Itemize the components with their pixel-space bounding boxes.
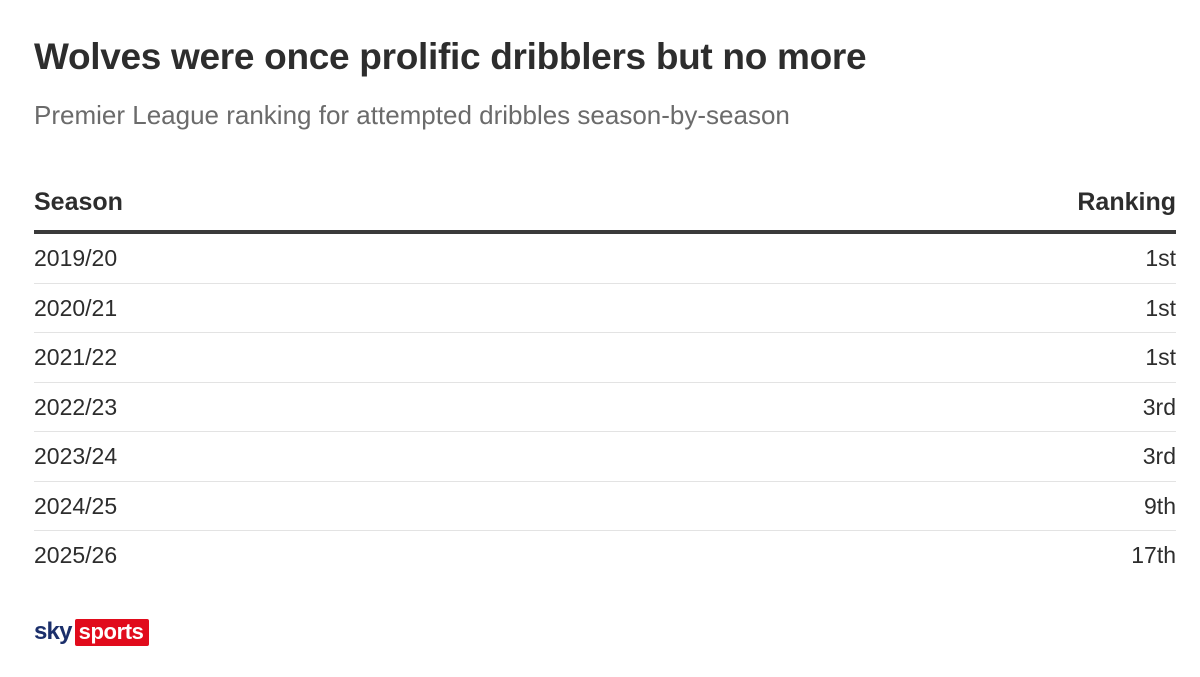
column-header-season: Season [34,188,123,216]
logo-sports-text: sports [74,618,149,646]
season-cell: 2023/24 [34,443,118,469]
ranking-cell: 3rd [1142,443,1176,469]
chart-subtitle: Premier League ranking for attempted dri… [34,100,790,130]
season-cell: 2025/26 [34,542,118,568]
table-row: 2021/22 1st [34,333,1176,383]
chart-title: Wolves were once prolific dribblers but … [34,36,867,77]
table-row: 2022/23 3rd [34,383,1176,432]
table-row: 2023/24 3rd [34,432,1176,482]
ranking-table: Season Ranking 2019/20 1st 2020/21 1st 2021/… [34,184,1176,581]
table-row: 2020/21 1st [34,284,1176,333]
ranking-cell: 1st [1145,245,1176,271]
season-cell: 2024/25 [34,492,118,519]
ranking-cell: 1st [1145,344,1176,370]
season-cell: 2021/22 [34,344,118,370]
season-cell: 2019/20 [34,245,118,271]
table-row: 2024/25 9th [34,482,1176,531]
logo-sky-text: sky [34,618,72,645]
table-body: 2019/20 1st 2020/21 1st 2021/22 1st 2022/23 3rd… [34,234,1176,581]
sky-sports-logo: sky sports [34,618,149,646]
table-header: Season Ranking [34,184,1176,234]
season-cell: 2022/23 [34,393,118,420]
table-row: 2025/26 17th [34,531,1176,581]
column-header-ranking: Ranking [1077,188,1176,216]
season-cell: 2020/21 [34,294,118,321]
ranking-cell: 1st [1145,294,1176,321]
table-row: 2019/20 1st [34,234,1176,284]
ranking-cell: 3rd [1142,393,1176,420]
ranking-cell: 9th [1144,492,1176,519]
ranking-cell: 17th [1131,542,1176,568]
